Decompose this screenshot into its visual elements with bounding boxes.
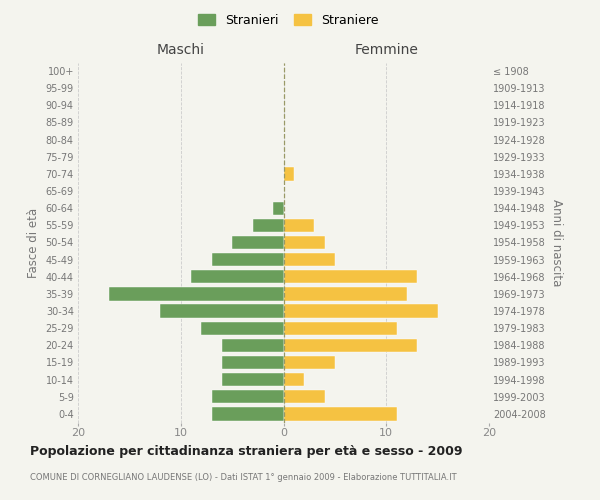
Bar bbox=[160, 304, 284, 318]
Text: Popolazione per cittadinanza straniera per età e sesso - 2009: Popolazione per cittadinanza straniera p… bbox=[30, 445, 463, 458]
Bar bbox=[109, 287, 284, 300]
Bar bbox=[284, 253, 335, 266]
Legend: Stranieri, Straniere: Stranieri, Straniere bbox=[193, 8, 383, 32]
Bar bbox=[212, 390, 284, 404]
Bar bbox=[222, 338, 284, 352]
Bar bbox=[284, 287, 407, 300]
Bar bbox=[284, 407, 397, 420]
Bar bbox=[284, 373, 304, 386]
Bar bbox=[284, 218, 314, 232]
Y-axis label: Anni di nascita: Anni di nascita bbox=[550, 199, 563, 286]
Bar bbox=[284, 304, 437, 318]
Bar bbox=[232, 236, 284, 249]
Text: Femmine: Femmine bbox=[355, 44, 418, 58]
Bar bbox=[212, 407, 284, 420]
Bar bbox=[284, 167, 294, 180]
Bar bbox=[284, 236, 325, 249]
Bar bbox=[284, 356, 335, 369]
Bar bbox=[253, 218, 284, 232]
Bar bbox=[284, 270, 417, 283]
Bar bbox=[222, 373, 284, 386]
Bar bbox=[202, 322, 284, 335]
Bar bbox=[284, 390, 325, 404]
Bar bbox=[273, 202, 284, 215]
Bar bbox=[284, 322, 397, 335]
Text: COMUNE DI CORNEGLIANO LAUDENSE (LO) - Dati ISTAT 1° gennaio 2009 - Elaborazione : COMUNE DI CORNEGLIANO LAUDENSE (LO) - Da… bbox=[30, 473, 457, 482]
Y-axis label: Fasce di età: Fasce di età bbox=[27, 208, 40, 278]
Bar bbox=[212, 253, 284, 266]
Bar bbox=[222, 356, 284, 369]
Bar bbox=[191, 270, 284, 283]
Text: Maschi: Maschi bbox=[157, 44, 205, 58]
Bar bbox=[284, 338, 417, 352]
